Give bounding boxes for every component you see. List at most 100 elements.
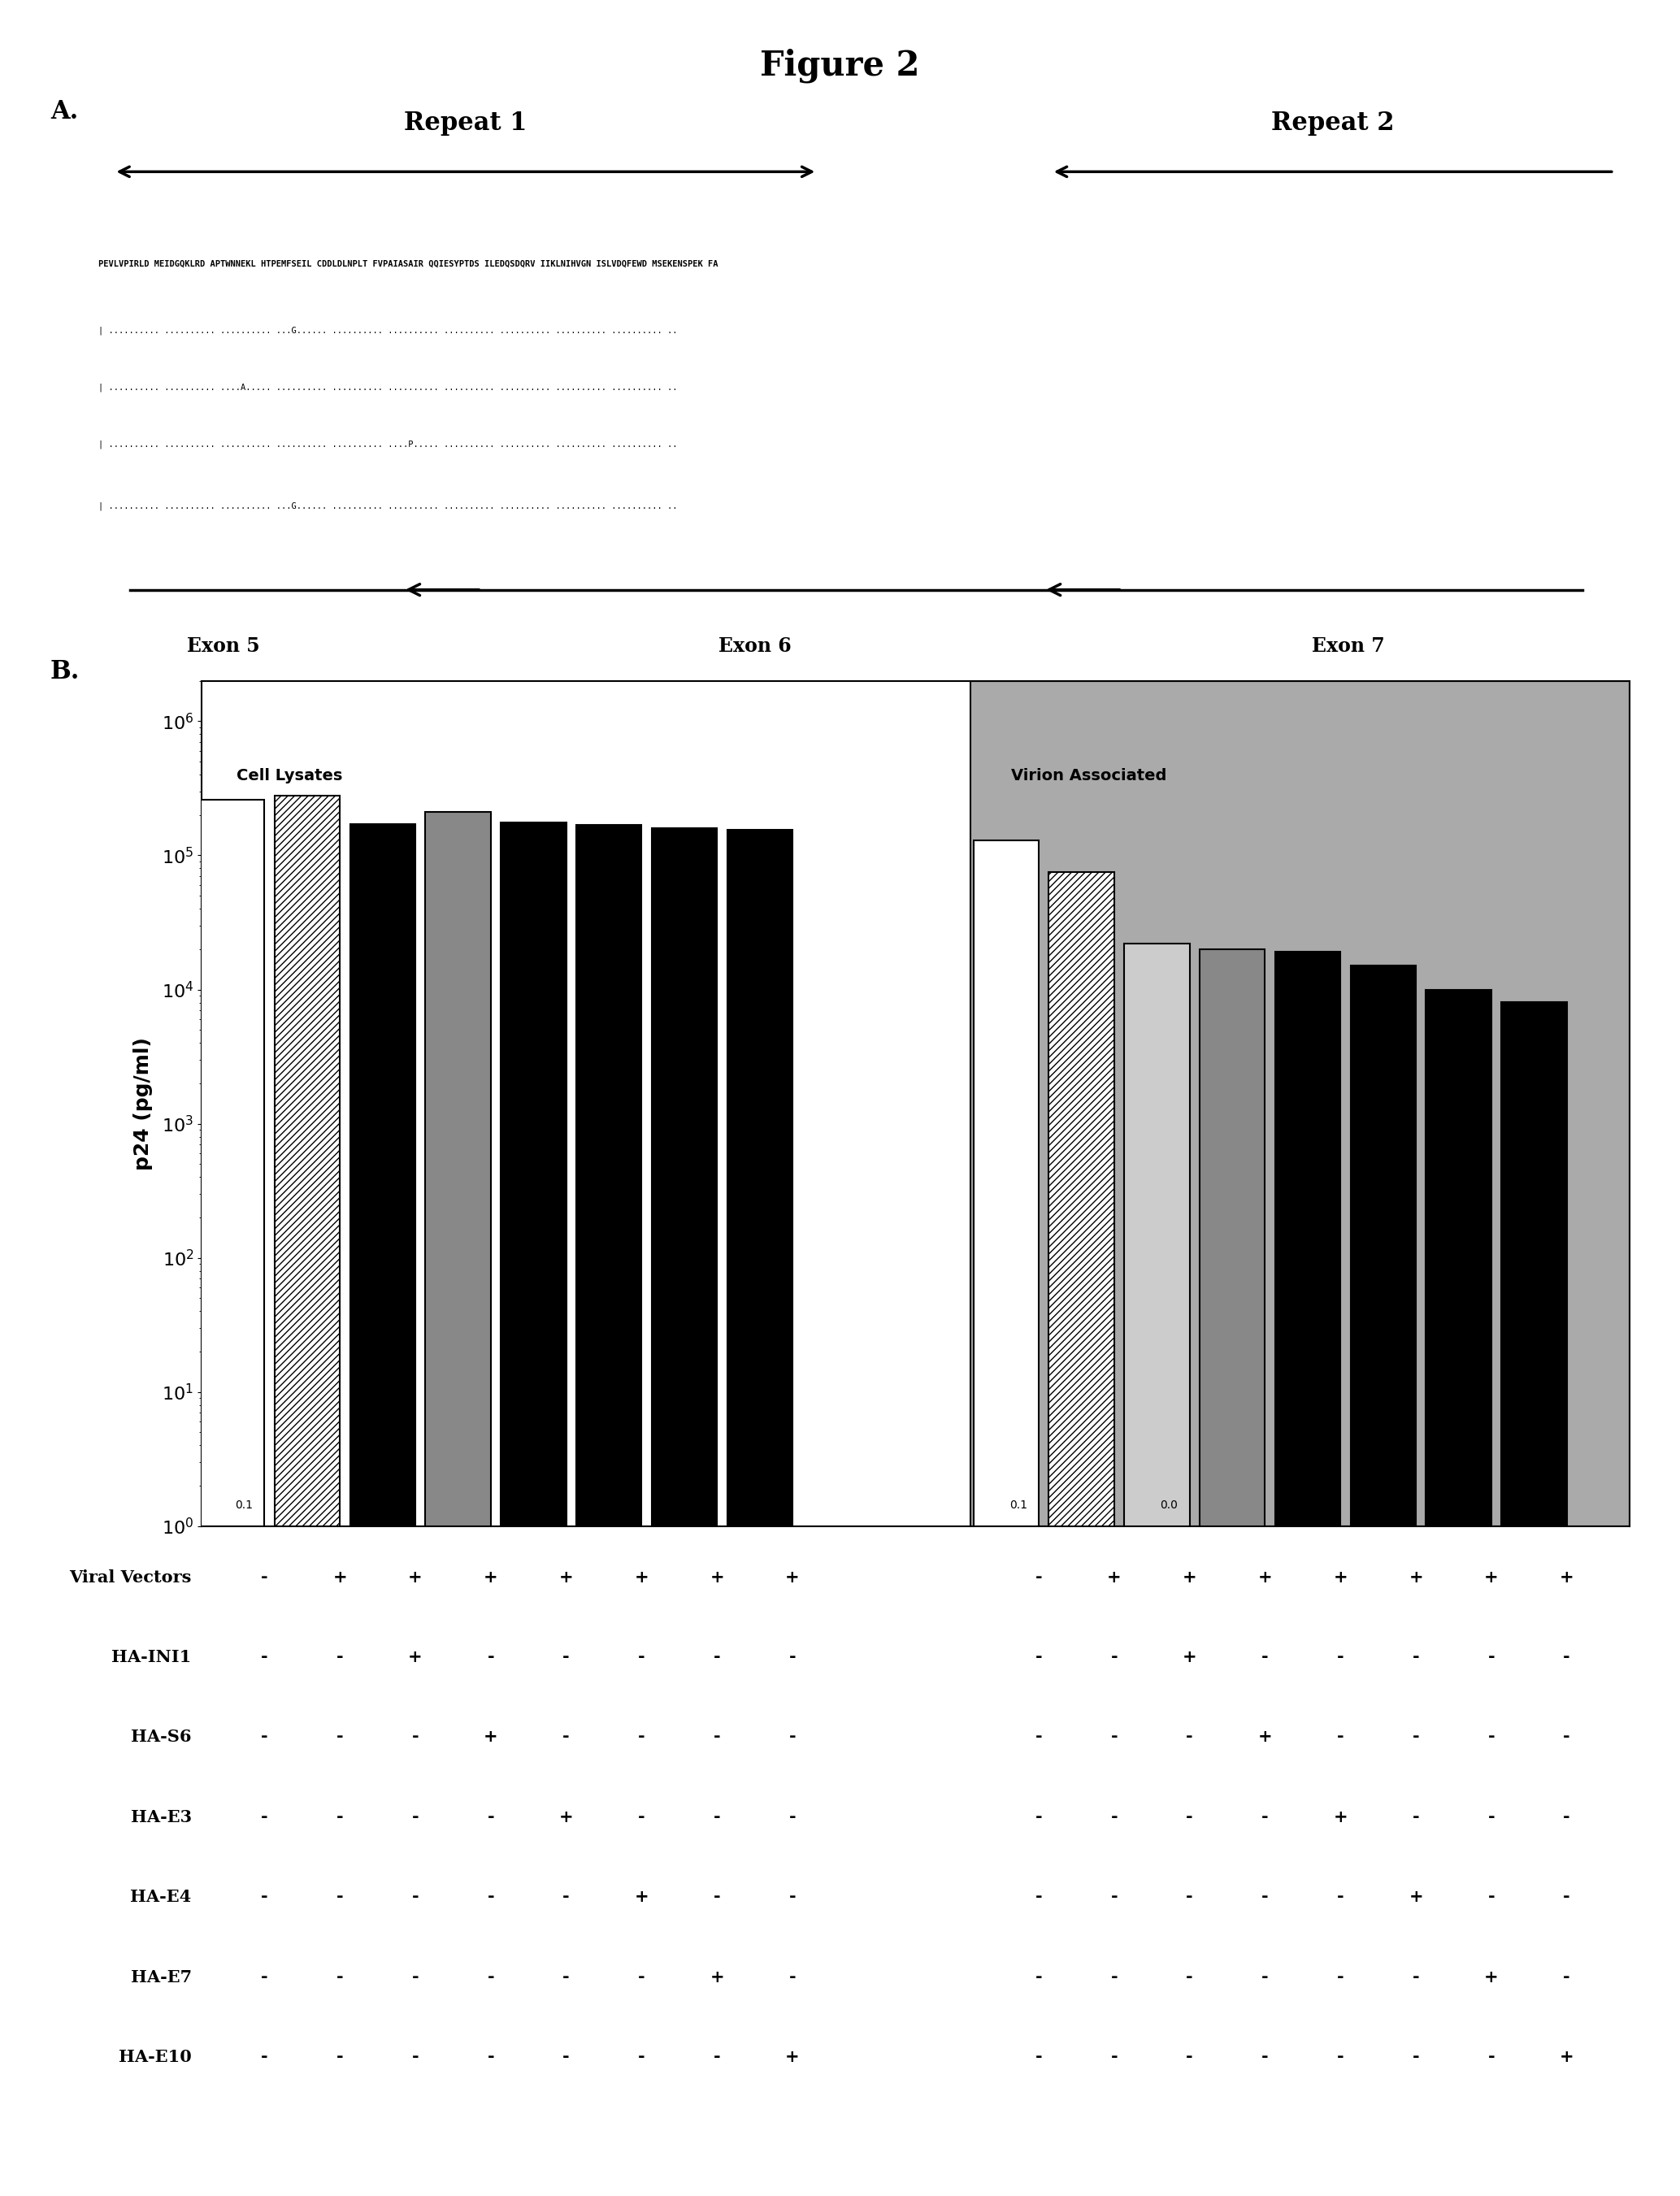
Text: | .......... .......... ....A..... .......... .......... .......... .......... .: | .......... .......... ....A..... .....… bbox=[99, 384, 677, 391]
Text: -: - bbox=[1186, 1728, 1193, 1746]
Text: +: + bbox=[1559, 1570, 1574, 1586]
Text: -: - bbox=[336, 1889, 343, 1906]
Text: -: - bbox=[1110, 1728, 1117, 1746]
Bar bbox=[652, 828, 717, 1526]
Text: -: - bbox=[638, 1970, 645, 1985]
Text: -: - bbox=[336, 1649, 343, 1665]
Text: +: + bbox=[408, 1649, 422, 1665]
Text: Repeat 2: Repeat 2 bbox=[1272, 110, 1394, 136]
Text: -: - bbox=[790, 1970, 796, 1985]
Bar bbox=[576, 826, 642, 1526]
Text: HA-E7: HA-E7 bbox=[131, 1970, 192, 1985]
Text: Exon 5: Exon 5 bbox=[186, 637, 260, 657]
Text: -: - bbox=[1110, 1810, 1117, 1825]
Text: +: + bbox=[1334, 1570, 1347, 1586]
Text: +: + bbox=[559, 1810, 573, 1825]
Bar bbox=[1200, 949, 1265, 1526]
Text: -: - bbox=[1262, 1970, 1268, 1985]
Text: -: - bbox=[790, 1649, 796, 1665]
Text: -: - bbox=[1488, 2049, 1495, 2064]
Text: -: - bbox=[336, 1970, 343, 1985]
Text: +: + bbox=[559, 1570, 573, 1586]
Text: -: - bbox=[1262, 1889, 1268, 1906]
Text: -: - bbox=[1035, 1810, 1042, 1825]
Text: +: + bbox=[484, 1570, 497, 1586]
Text: 0.1: 0.1 bbox=[235, 1500, 254, 1511]
Text: B.: B. bbox=[50, 659, 81, 683]
Text: -: - bbox=[1035, 1728, 1042, 1746]
Text: +: + bbox=[484, 1728, 497, 1746]
Text: -: - bbox=[1262, 1649, 1268, 1665]
Text: +: + bbox=[711, 1570, 724, 1586]
Text: -: - bbox=[1035, 1970, 1042, 1985]
Text: -: - bbox=[260, 1728, 267, 1746]
Bar bbox=[1124, 944, 1189, 1526]
Bar bbox=[200, 799, 264, 1526]
Text: -: - bbox=[1564, 1810, 1571, 1825]
Text: -: - bbox=[1110, 2049, 1117, 2064]
Text: 0.1: 0.1 bbox=[1010, 1500, 1026, 1511]
Text: +: + bbox=[1258, 1570, 1272, 1586]
Text: +: + bbox=[1483, 1570, 1499, 1586]
Text: -: - bbox=[790, 1889, 796, 1906]
Text: -: - bbox=[638, 1810, 645, 1825]
Text: HA-S6: HA-S6 bbox=[131, 1728, 192, 1746]
Text: +: + bbox=[1559, 2049, 1574, 2064]
Text: +: + bbox=[635, 1889, 648, 1906]
Text: -: - bbox=[412, 1970, 418, 1985]
Text: Viral Vectors: Viral Vectors bbox=[69, 1570, 192, 1586]
Text: -: - bbox=[1337, 1889, 1344, 1906]
Text: -: - bbox=[1110, 1970, 1117, 1985]
Bar bbox=[969, 681, 1630, 1526]
Text: -: - bbox=[412, 1889, 418, 1906]
Text: -: - bbox=[1186, 1810, 1193, 1825]
Text: -: - bbox=[714, 1810, 721, 1825]
Text: -: - bbox=[487, 1649, 494, 1665]
Text: -: - bbox=[638, 2049, 645, 2064]
Text: 0.0: 0.0 bbox=[1161, 1500, 1178, 1511]
Text: -: - bbox=[1337, 1970, 1344, 1985]
Text: +: + bbox=[1183, 1570, 1196, 1586]
Text: -: - bbox=[260, 2049, 267, 2064]
Text: -: - bbox=[1413, 1810, 1420, 1825]
Text: -: - bbox=[1413, 2049, 1420, 2064]
Text: Repeat 1: Repeat 1 bbox=[405, 110, 528, 136]
Text: -: - bbox=[563, 1728, 570, 1746]
Text: | .......... .......... .......... ...G...... .......... .......... .......... .: | .......... .......... .......... ...G.… bbox=[99, 503, 677, 509]
Text: +: + bbox=[1183, 1649, 1196, 1665]
Text: -: - bbox=[1564, 1970, 1571, 1985]
Text: +: + bbox=[785, 2049, 800, 2064]
Bar bbox=[501, 824, 566, 1526]
Text: -: - bbox=[1186, 1970, 1193, 1985]
Text: -: - bbox=[563, 1970, 570, 1985]
Text: | .......... .......... .......... ...G...... .......... .......... .......... .: | .......... .......... .......... ...G.… bbox=[99, 327, 677, 336]
Text: +: + bbox=[785, 1570, 800, 1586]
Text: -: - bbox=[1035, 2049, 1042, 2064]
Text: -: - bbox=[336, 1810, 343, 1825]
Text: -: - bbox=[714, 1889, 721, 1906]
Text: -: - bbox=[1337, 1649, 1344, 1665]
Text: +: + bbox=[1410, 1889, 1423, 1906]
Bar bbox=[425, 813, 491, 1526]
Text: -: - bbox=[790, 1810, 796, 1825]
Text: -: - bbox=[563, 1889, 570, 1906]
Text: HA-E10: HA-E10 bbox=[119, 2049, 192, 2064]
Text: -: - bbox=[790, 1728, 796, 1746]
Text: -: - bbox=[336, 2049, 343, 2064]
Text: -: - bbox=[1035, 1889, 1042, 1906]
Bar bbox=[1426, 990, 1492, 1526]
Text: -: - bbox=[487, 2049, 494, 2064]
Text: -: - bbox=[1413, 1728, 1420, 1746]
Bar bbox=[349, 824, 415, 1526]
Text: +: + bbox=[1334, 1810, 1347, 1825]
Text: -: - bbox=[1564, 1889, 1571, 1906]
Text: -: - bbox=[1262, 1810, 1268, 1825]
Text: Cell Lysates: Cell Lysates bbox=[237, 769, 343, 784]
Bar bbox=[1048, 872, 1114, 1526]
Text: -: - bbox=[1186, 1889, 1193, 1906]
Bar bbox=[1275, 953, 1341, 1526]
Text: -: - bbox=[412, 1810, 418, 1825]
Text: +: + bbox=[1107, 1570, 1121, 1586]
Text: -: - bbox=[563, 1649, 570, 1665]
Text: -: - bbox=[487, 1889, 494, 1906]
